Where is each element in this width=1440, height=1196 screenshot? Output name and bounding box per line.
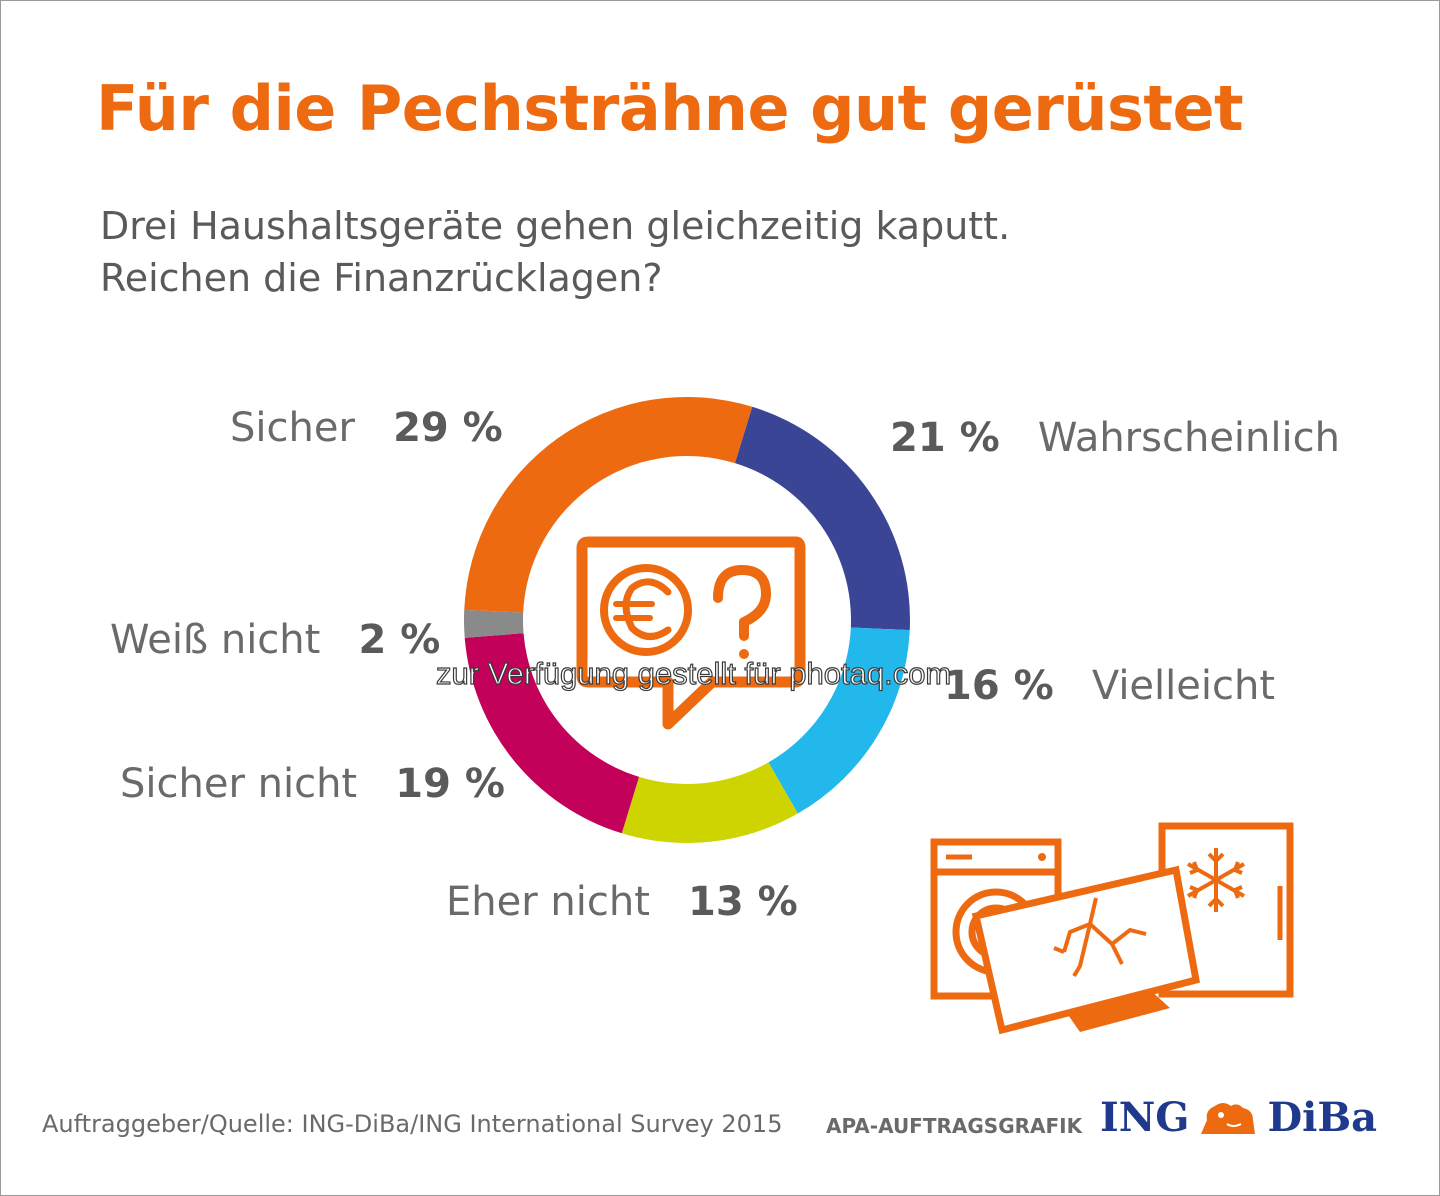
label-sicher-nicht: Sicher nicht 19 % (120, 760, 505, 808)
category-label: Wahrscheinlich (1037, 415, 1340, 461)
donut-slice-sicher (464, 396, 753, 613)
lion-icon (1201, 1102, 1256, 1134)
value-label: 29 % (393, 405, 503, 451)
brand-logo: ING DiBa (1100, 1094, 1377, 1141)
label-weiss-nicht: Weiß nicht 2 % (110, 616, 440, 664)
category-label: Eher nicht (446, 879, 650, 925)
value-label: 19 % (395, 761, 505, 807)
category-label: Sicher nicht (120, 761, 358, 807)
value-label: 13 % (688, 879, 798, 925)
label-eher-nicht: Eher nicht 13 % (446, 878, 798, 926)
value-label: 16 % (944, 663, 1054, 709)
broken-appliances-icon (930, 822, 1294, 1035)
label-sicher: Sicher 29 % (230, 404, 503, 452)
source-note: Auftraggeber/Quelle: ING-DiBa/ING Intern… (42, 1110, 783, 1138)
speech-bubble-euro-question-icon (576, 536, 806, 730)
chart-title: Für die Pechsträhne gut gerüstet (96, 72, 1244, 145)
value-label: 2 % (358, 617, 441, 663)
label-vielleicht: 16 % Vielleicht (944, 662, 1275, 710)
subtitle-line-1: Drei Haushaltsgeräte gehen gleichzeitig … (100, 204, 1011, 248)
donut-slice-eher-nicht (621, 762, 798, 844)
category-label: Weiß nicht (110, 617, 321, 663)
label-wahrscheinlich: 21 % Wahrscheinlich (890, 414, 1340, 462)
donut-slice-vielleicht (768, 627, 910, 814)
brand-diba: DiBa (1267, 1094, 1378, 1141)
chart-subtitle: Drei Haushaltsgeräte gehen gleichzeitig … (100, 200, 1010, 304)
donut-slice-wei-nicht (464, 609, 524, 638)
donut-slice-wahrscheinlich (734, 406, 911, 631)
brand-ing: ING (1100, 1094, 1190, 1141)
category-label: Vielleicht (1091, 663, 1276, 709)
donut-slice-sicher-nicht (464, 633, 640, 834)
value-label: 21 % (890, 415, 1000, 461)
category-label: Sicher (230, 405, 355, 451)
watermark: zur Verfügung gestellt für photaq.com (435, 655, 952, 691)
agency-credit: APA-AUFTRAGSGRAFIK (826, 1114, 1083, 1138)
subtitle-line-2: Reichen die Finanzrücklagen? (100, 256, 663, 300)
